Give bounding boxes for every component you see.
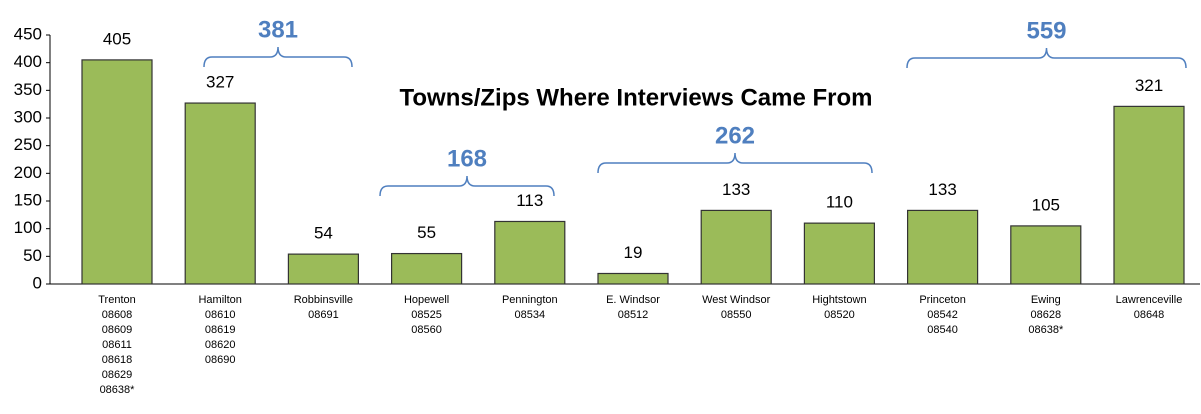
y-tick-label: 250 [14,135,42,154]
bar [597,272,669,285]
x-tick-label: Hamilton [198,294,241,306]
x-tick-label: Hopewell [404,294,449,306]
value-label: 327 [206,73,234,92]
bracket [379,175,555,197]
x-tick-label: 08560 [411,324,442,336]
bar [803,222,876,285]
x-tick-label: 08620 [205,339,236,351]
x-tick-label: Lawrenceville [1116,294,1183,306]
x-tick-label: 08638* [1028,324,1064,336]
x-tick-label: 08610 [205,309,236,321]
value-label: 19 [624,243,643,262]
x-tick-label: West Windsor [702,294,771,306]
bar [1010,225,1082,285]
value-label: 113 [516,191,543,210]
bar [391,252,463,285]
value-label: 133 [722,180,750,199]
chart-title: Towns/Zips Where Interviews Came From [400,84,873,111]
x-tick-label: 08619 [205,324,236,336]
y-tick-label: 50 [23,246,42,265]
x-tick-label: E. Windsor [606,294,660,306]
x-tick-label: 08520 [824,309,855,321]
group-label: 381 [258,16,298,43]
bracket [203,46,353,68]
y-tick-label: 100 [14,218,42,237]
y-tick-label: 450 [14,24,42,43]
bar [494,220,566,285]
x-tick-label: Robbinsville [294,294,353,306]
bracket [597,152,873,174]
x-tick-label: 08542 [927,309,958,321]
y-tick-label: 0 [33,273,42,292]
bar [906,209,979,285]
x-tick-label: 08648 [1134,309,1165,321]
x-tick-label: Trenton [98,294,136,306]
bar [184,102,256,285]
x-tick-label: 08540 [927,324,958,336]
x-tick-label: Pennington [502,294,558,306]
x-tick-label: 08628 [1031,309,1062,321]
group-label: 559 [1026,17,1066,44]
group-label: 168 [447,145,487,172]
x-tick-label: 08609 [102,324,133,336]
bar [287,253,359,285]
x-tick-label: 08638* [100,384,136,396]
x-tick-label: 08618 [102,354,133,366]
y-tick-label: 300 [14,107,42,126]
x-tick-label: 08534 [515,309,546,321]
x-tick-label: 08525 [411,309,442,321]
y-tick-label: 350 [14,80,42,99]
y-tick-label: 200 [14,163,42,182]
bar [1113,105,1185,285]
x-tick-label: 08611 [102,339,132,351]
x-tick-label: 08691 [308,309,339,321]
value-label: 55 [417,223,436,242]
x-tick-label: 08629 [102,369,133,381]
group-label: 262 [715,122,755,149]
value-label: 321 [1135,76,1163,95]
y-tick-label: 400 [14,52,42,71]
value-label: 110 [826,193,853,212]
value-label: 54 [314,224,333,243]
x-tick-label: Ewing [1031,294,1061,306]
bar [81,59,153,285]
x-tick-label: 08550 [721,309,752,321]
x-tick-label: Princeton [919,294,965,306]
x-tick-label: 08690 [205,354,236,366]
bar [700,209,772,285]
value-label: 405 [103,29,131,48]
x-tick-label: 08608 [102,309,133,321]
y-tick-label: 150 [14,190,42,209]
x-tick-label: 08512 [618,309,649,321]
x-tick-label: Hightstown [812,294,866,306]
value-label: 105 [1032,195,1060,214]
value-label: 133 [928,180,956,199]
bracket [906,47,1187,69]
